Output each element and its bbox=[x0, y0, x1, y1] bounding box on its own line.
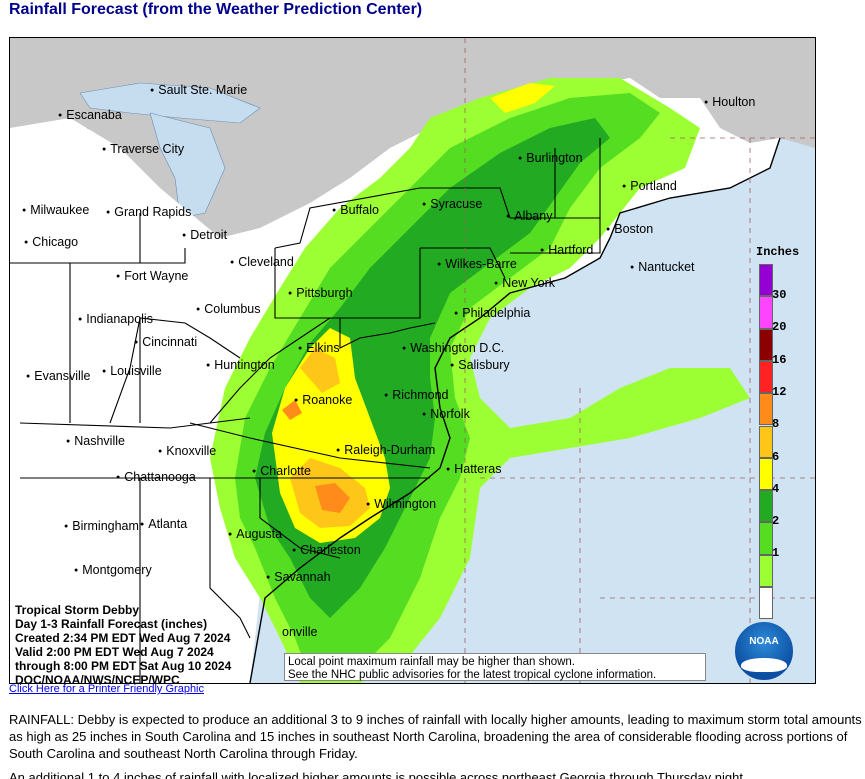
city-label: Washington D.C. bbox=[402, 341, 504, 355]
city-label: Sault Ste. Marie bbox=[150, 83, 247, 97]
info-line: DOC/NOAA/NWS/NCEP/WPC bbox=[15, 673, 180, 684]
city-label: Traverse City bbox=[102, 142, 184, 156]
legend-title: Inches bbox=[756, 245, 800, 259]
city-label: Escanaba bbox=[58, 108, 122, 122]
city-label: Richmond bbox=[384, 388, 448, 402]
noaa-logo-text: NOAA bbox=[749, 636, 779, 647]
city-label: onville bbox=[282, 625, 318, 639]
coastline bbox=[249, 137, 781, 683]
city-label: Knoxville bbox=[158, 444, 216, 458]
legend-swatch bbox=[759, 425, 773, 458]
city-label: Boston bbox=[606, 222, 653, 236]
city-label: Indianapolis bbox=[78, 312, 153, 326]
note-line: Local point maximum rainfall may be high… bbox=[288, 656, 576, 668]
city-label: Augusta bbox=[228, 527, 282, 541]
noaa-bird-icon bbox=[741, 658, 787, 672]
city-label: Charleston bbox=[292, 543, 360, 557]
city-label: Chicago bbox=[24, 235, 78, 249]
legend-tick-label: 20 bbox=[772, 320, 787, 335]
info-line: Created 2:34 PM EDT Wed Aug 7 2024 bbox=[15, 631, 231, 645]
legend-tick-label: 6 bbox=[772, 449, 780, 464]
city-label: Philadelphia bbox=[454, 306, 530, 320]
forecast-info: Tropical Storm Debby Day 1-3 Rainfall Fo… bbox=[15, 603, 232, 684]
rainfall-map: Sault Ste. Marie Escanaba Traverse City Hou… bbox=[9, 37, 816, 684]
city-label: New York bbox=[494, 276, 555, 290]
city-label: Wilmington bbox=[366, 497, 436, 511]
page-title: Rainfall Forecast (from the Weather Pred… bbox=[9, 1, 423, 18]
legend-tick-label: 30 bbox=[772, 288, 787, 302]
legend-swatch bbox=[759, 490, 773, 523]
rainfall-paragraph-2: An additional 1 to 4 inches of rainfall … bbox=[9, 770, 747, 779]
legend-swatch bbox=[759, 393, 773, 426]
city-label: Detroit bbox=[182, 228, 227, 242]
info-line: Valid 2:00 PM EDT Wed Aug 7 2024 bbox=[15, 645, 214, 659]
city-label: Columbus bbox=[196, 302, 260, 316]
info-line: Tropical Storm Debby bbox=[15, 603, 140, 617]
legend-tick-label: 12 bbox=[772, 384, 787, 399]
legend-tick-label: 8 bbox=[772, 417, 780, 432]
city-label: Houlton bbox=[704, 95, 755, 109]
city-label: Norfolk bbox=[422, 407, 470, 421]
city-label: Milwaukee bbox=[22, 203, 89, 217]
city-label: Montgomery bbox=[74, 563, 151, 577]
legend-tick-label: 16 bbox=[772, 352, 787, 367]
city-label: Wilkes-Barre bbox=[437, 257, 517, 271]
legend-tick-label: 4 bbox=[772, 481, 780, 496]
legend-swatch bbox=[759, 522, 773, 555]
legend-swatch bbox=[759, 457, 773, 491]
city-label: Buffalo bbox=[332, 203, 379, 217]
rainfall-note: Local point maximum rainfall may be high… bbox=[284, 653, 706, 681]
city-label: Evansville bbox=[26, 369, 90, 383]
city-label: Louisville bbox=[102, 364, 161, 378]
rainfall-paragraph: RAINFALL: Debby is expected to produce a… bbox=[9, 712, 862, 761]
note-line: See the NHC public advisories for the la… bbox=[288, 669, 657, 681]
city-label: Cincinnati bbox=[134, 335, 197, 349]
city-label: Roanoke bbox=[294, 393, 352, 407]
city-label: Hartford bbox=[540, 243, 593, 257]
legend-swatch bbox=[759, 554, 773, 587]
map-graphic bbox=[10, 38, 815, 683]
city-label: Grand Rapids bbox=[106, 205, 191, 219]
city-label: Albany bbox=[506, 209, 552, 223]
legend-tick-label: 2 bbox=[772, 514, 780, 529]
city-label: Nantucket bbox=[630, 260, 694, 274]
city-label: Fort Wayne bbox=[116, 269, 188, 283]
info-line: through 8:00 PM EDT Sat Aug 10 2024 bbox=[15, 659, 232, 673]
legend-swatch bbox=[759, 264, 773, 297]
city-label: Pittsburgh bbox=[288, 286, 352, 300]
city-label: Hatteras bbox=[446, 462, 501, 476]
city-label: Atlanta bbox=[140, 517, 187, 531]
rain-8in bbox=[315, 483, 350, 513]
info-line: Day 1-3 Rainfall Forecast (inches) bbox=[15, 617, 208, 631]
city-label: Syracuse bbox=[422, 197, 482, 211]
city-label: Portland bbox=[622, 179, 677, 193]
city-label: Charlotte bbox=[252, 464, 311, 478]
rain-4in-ne bbox=[490, 83, 555, 113]
printer-friendly-link[interactable]: Click Here for a Printer Friendly Graphi… bbox=[9, 683, 205, 695]
city-label: Burlington bbox=[518, 151, 582, 165]
city-label: Huntington bbox=[206, 358, 274, 372]
city-label: Cleveland bbox=[230, 255, 294, 269]
legend-swatch bbox=[759, 587, 773, 620]
legend-swatch bbox=[759, 328, 773, 361]
city-label: Savannah bbox=[266, 570, 330, 584]
rain-6in-nw bbox=[300, 348, 340, 393]
city-label: Nashville bbox=[66, 434, 125, 448]
legend-swatch bbox=[759, 296, 773, 329]
legend-swatch bbox=[759, 360, 773, 394]
city-label: Birmingham bbox=[64, 519, 139, 533]
city-label: Chattanooga bbox=[116, 470, 196, 484]
noaa-logo: NOAA bbox=[733, 620, 795, 682]
city-label: Raleigh-Durham bbox=[336, 443, 435, 457]
city-label: Salisbury bbox=[450, 358, 509, 372]
legend-tick-label: 1 bbox=[772, 546, 780, 561]
city-label: Elkins bbox=[298, 341, 339, 355]
